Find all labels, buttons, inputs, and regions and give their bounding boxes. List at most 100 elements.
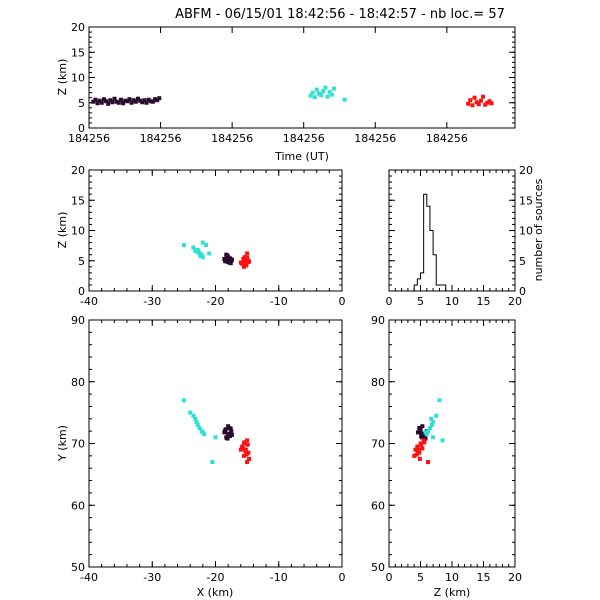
source-point-late	[241, 264, 246, 269]
plan-view-frame	[88, 319, 343, 568]
x-tick-label: 0	[339, 571, 346, 584]
x-tick-label: 0	[386, 295, 393, 308]
source-point-middle	[426, 429, 431, 434]
source-point-middle	[308, 93, 313, 98]
y-tick-label: 10	[71, 72, 85, 85]
source-point-middle	[210, 460, 215, 465]
source-point-early	[144, 100, 149, 105]
source-point-early	[135, 96, 140, 101]
time-height-y-label: Z (km)	[56, 59, 69, 96]
source-point-late	[244, 262, 249, 267]
source-point-early	[112, 96, 117, 101]
source-point-middle	[440, 438, 445, 443]
source-point-late	[245, 255, 250, 260]
x-tick-label: -40	[80, 571, 98, 584]
source-point-middle	[193, 248, 198, 253]
source-point-late	[478, 98, 483, 103]
source-point-middle	[331, 86, 336, 91]
y-tick-label: 5	[519, 255, 526, 268]
source-point-late	[238, 447, 243, 452]
x-height-panel: 0 5 10 15 20 -40 -30 -20 -10 0 Z (km)	[56, 164, 346, 308]
source-point-middle	[317, 91, 322, 96]
y-tick-label: 10	[519, 225, 533, 238]
source-point-late	[470, 103, 475, 108]
source-point-early	[420, 424, 425, 429]
source-point-middle	[310, 90, 315, 95]
source-point-late	[243, 448, 248, 453]
time-tick-label: 184256	[426, 132, 468, 145]
source-point-middle	[188, 410, 193, 415]
y-tick-label: 5	[78, 255, 85, 268]
source-point-early	[223, 259, 228, 264]
source-point-early	[229, 257, 234, 262]
source-point-middle	[431, 435, 436, 440]
source-point-early	[108, 98, 113, 103]
source-point-late	[238, 260, 243, 265]
source-point-early	[150, 99, 155, 104]
y-tick-label: 20	[519, 164, 533, 177]
x-tick-label: -20	[207, 571, 225, 584]
source-point-middle	[200, 430, 205, 435]
source-point-late	[417, 456, 422, 461]
x-tick-label: 0	[386, 571, 393, 584]
plan-view-panel: 50 60 70 80 90 -40 -30 -20 -10 0 X (km) Y (km)	[56, 314, 346, 599]
source-point-middle	[325, 94, 330, 99]
source-point-early	[229, 432, 234, 437]
x-tick-label: -40	[80, 295, 98, 308]
source-point-early	[91, 99, 96, 104]
histogram-y-label: number of sources	[532, 178, 545, 281]
source-point-early	[222, 430, 227, 435]
source-point-late	[245, 460, 250, 465]
y-tick-label: 0	[519, 285, 526, 298]
source-point-early	[223, 427, 228, 432]
x-tick-label: -20	[207, 295, 225, 308]
source-point-early	[138, 98, 143, 103]
source-point-early	[224, 435, 229, 440]
y-tick-label: 50	[71, 561, 85, 574]
source-point-early	[422, 435, 427, 440]
source-point-early	[157, 96, 162, 101]
source-point-middle	[200, 240, 205, 245]
source-point-middle	[197, 250, 202, 255]
time-height-panel: 0 5 10 15 20 184256 184256 184256 184256 184256 18…	[56, 21, 516, 163]
source-point-middle	[191, 413, 196, 418]
histogram-frame	[388, 169, 516, 292]
x-tick-label: 15	[477, 295, 491, 308]
height-x-label: Z (km)	[434, 586, 471, 599]
source-point-middle	[319, 93, 324, 98]
source-point-middle	[204, 243, 209, 248]
source-point-middle	[429, 422, 434, 427]
source-point-middle	[314, 87, 319, 92]
time-tick-label: 184256	[283, 132, 325, 145]
figure-title: ABFM - 06/15/01 18:42:56 - 18:42:57 - nb…	[175, 7, 505, 22]
source-point-late	[241, 453, 246, 458]
source-point-late	[485, 100, 490, 105]
time-tick-label: 184256	[140, 132, 182, 145]
source-point-late	[241, 446, 246, 451]
source-point-early	[123, 98, 128, 103]
x-tick-label: 0	[339, 295, 346, 308]
y-tick-label: 15	[71, 46, 85, 59]
source-point-late	[483, 102, 488, 107]
source-point-early	[146, 97, 151, 102]
source-point-late	[489, 101, 494, 106]
time-height-frame	[88, 26, 516, 129]
source-point-late	[487, 99, 492, 104]
source-point-early	[93, 97, 98, 102]
source-point-late	[247, 456, 252, 461]
y-tick-label: 50	[371, 561, 385, 574]
source-point-late	[468, 98, 473, 103]
source-point-late	[416, 447, 421, 452]
source-point-early	[226, 424, 231, 429]
source-point-early	[101, 97, 106, 102]
source-point-middle	[427, 426, 432, 431]
source-point-middle	[429, 416, 434, 421]
time-tick-label: 184256	[354, 132, 396, 145]
source-point-late	[412, 453, 417, 458]
source-point-early	[129, 100, 134, 105]
source-point-early	[418, 426, 423, 431]
source-point-early	[229, 429, 234, 434]
height-histogram	[389, 193, 515, 292]
source-point-late	[474, 100, 479, 105]
